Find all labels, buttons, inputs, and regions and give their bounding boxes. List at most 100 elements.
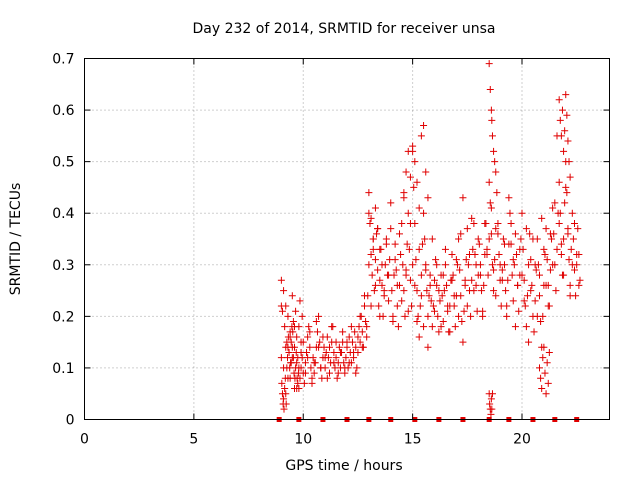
data-point [530, 328, 538, 336]
data-point [487, 410, 495, 418]
data-point [457, 292, 465, 300]
data-point [551, 199, 559, 207]
data-point [450, 302, 458, 310]
data-point [310, 369, 318, 377]
data-point [541, 250, 549, 258]
data-point [491, 256, 499, 264]
data-point [277, 354, 285, 362]
data-point [446, 328, 454, 336]
data-point [282, 400, 290, 408]
data-point [411, 158, 419, 166]
data-point [557, 132, 565, 140]
data-point [467, 312, 475, 320]
data-point [492, 292, 500, 300]
data-point [293, 385, 301, 393]
data-point [378, 261, 386, 269]
data-point [539, 354, 547, 362]
data-point [555, 220, 563, 228]
data-point [280, 364, 288, 372]
data-point [361, 292, 368, 300]
x-tick-label: 15 [404, 432, 422, 448]
data-point [441, 245, 449, 253]
data-point [546, 266, 554, 274]
data-point [537, 374, 545, 382]
data-point [525, 338, 533, 346]
data-point [491, 158, 499, 166]
data-point [509, 297, 517, 305]
data-point [562, 91, 570, 99]
data-point [399, 261, 407, 269]
data-point [400, 194, 408, 202]
data-point [298, 312, 306, 320]
data-point [297, 338, 305, 346]
data-point [410, 183, 418, 191]
data-point [463, 225, 471, 233]
x-tick-label: 10 [294, 432, 312, 448]
data-point [472, 261, 480, 269]
data-point [561, 127, 569, 135]
data-point [531, 261, 539, 269]
data-point [371, 281, 379, 289]
data-point [312, 318, 320, 326]
data-point [484, 271, 492, 279]
data-point [531, 297, 539, 305]
data-point [397, 250, 405, 258]
data-point [391, 240, 399, 248]
data-point [453, 261, 461, 269]
data-point [371, 256, 379, 264]
y-tick-label: 0.4 [52, 206, 74, 222]
data-point [333, 374, 341, 382]
data-point [553, 245, 561, 253]
data-point [552, 287, 560, 295]
data-point [400, 287, 408, 295]
data-point [436, 297, 444, 305]
data-point [459, 338, 467, 346]
data-point [464, 261, 472, 269]
data-point [426, 281, 434, 289]
data-point [455, 235, 463, 243]
data-point [507, 220, 515, 228]
data-point [556, 116, 564, 124]
data-point [414, 312, 422, 320]
data-point [564, 230, 572, 238]
data-point [536, 271, 543, 279]
data-point [376, 245, 384, 253]
data-point [563, 111, 571, 119]
data-point [549, 204, 557, 212]
data-point [363, 323, 371, 331]
data-point [413, 318, 421, 326]
data-point [334, 369, 342, 377]
data-point [402, 168, 410, 176]
data-point [294, 354, 302, 362]
data-point [448, 276, 456, 284]
data-point [282, 390, 290, 398]
data-point [428, 323, 436, 331]
data-point [316, 338, 324, 346]
data-point [488, 116, 496, 124]
data-point [575, 281, 583, 289]
data-point [393, 302, 401, 310]
data-point [510, 261, 518, 269]
data-point [480, 281, 488, 289]
data-point [542, 281, 550, 289]
data-point [412, 256, 420, 264]
data-point [528, 281, 536, 289]
data-point [479, 307, 487, 315]
data-point [488, 390, 496, 398]
data-point [492, 225, 500, 233]
data-point [560, 235, 568, 243]
data-point [281, 323, 289, 331]
data-point [315, 312, 323, 320]
data-point [487, 230, 495, 238]
data-point [576, 276, 584, 284]
data-point [523, 292, 531, 300]
axis-ticks: 0 0.1 0.2 0.3 0.4 0.5 0.6 0.7 0 5 10 15 20 [52, 52, 610, 448]
data-point [342, 354, 350, 362]
data-point [403, 240, 411, 248]
data-point [532, 266, 540, 274]
data-point [413, 287, 421, 295]
data-point [536, 292, 543, 300]
data-point [396, 230, 403, 238]
data-points [277, 60, 584, 418]
data-point [558, 106, 566, 114]
